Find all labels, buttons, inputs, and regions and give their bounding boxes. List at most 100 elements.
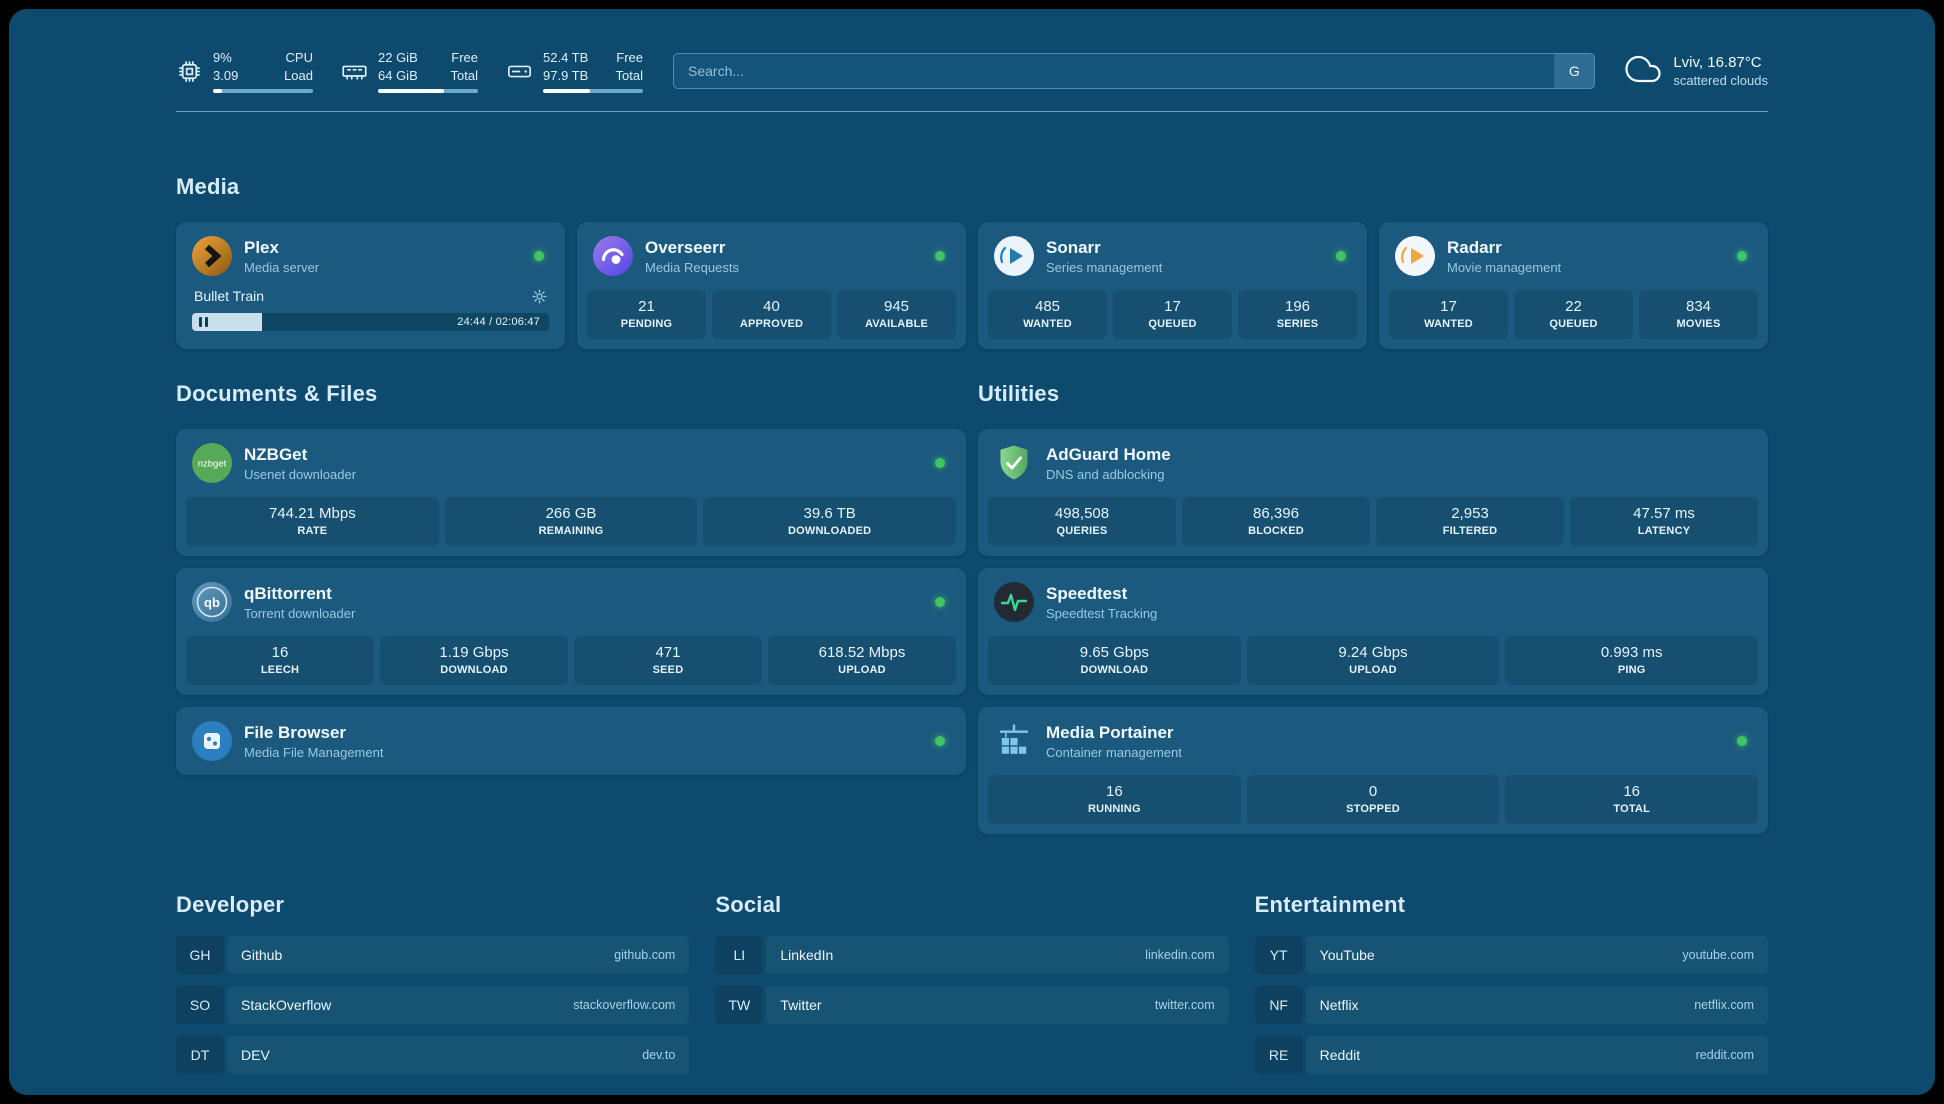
bookmark-dev[interactable]: DT DEV dev.to (176, 1036, 690, 1075)
ram-usage-bar (378, 89, 478, 94)
stat-tile: 618.52 Mbps UPLOAD (768, 636, 956, 686)
stat-label: QUEUED (1148, 318, 1197, 331)
stat-tile: 485 WANTED (988, 290, 1107, 340)
stat-value: 498,508 (1054, 505, 1110, 523)
bookmark-url: netflix.com (1694, 998, 1754, 1013)
stat-label: FILTERED (1442, 525, 1498, 538)
qbittorrent-icon-text: qb (204, 595, 220, 610)
disk-usage-bar-fill (543, 89, 590, 94)
header-divider (176, 111, 1768, 113)
stat-label: MOVIES (1676, 318, 1721, 331)
app-name: NZBGet (244, 444, 308, 464)
bookmark-linkedin[interactable]: LI LinkedIn linkedin.com (715, 936, 1229, 975)
bookmark-url: dev.to (642, 1048, 676, 1063)
radarr-card[interactable]: Radarr Movie management 17 WANTED 22 QUE… (1379, 222, 1768, 350)
media-section-title: Media (176, 174, 240, 200)
search-input[interactable] (674, 54, 1555, 89)
stat-value: 9.24 Gbps (1338, 644, 1408, 662)
utilities-section-title: Utilities (978, 381, 1060, 407)
stat-value: 266 GB (545, 505, 597, 523)
ram-usage-bar-fill (378, 89, 444, 94)
disk-monitor-widget: 52.4 TB 97.9 TB Free Total (506, 49, 643, 94)
speedtest-icon (994, 582, 1034, 623)
playback-progress-bar[interactable]: 24:44 / 02:06:47 (192, 313, 549, 332)
app-name: Media Portainer (1046, 722, 1174, 742)
search-engine-button[interactable]: G (1554, 54, 1595, 89)
playback-progress-fill (192, 313, 262, 332)
bookmark-github[interactable]: GH Github github.com (176, 936, 690, 975)
stat-label: DOWNLOAD (440, 664, 508, 677)
nzbget-card[interactable]: nzbget NZBGet Usenet downloader 744.21 M… (176, 429, 966, 557)
stat-value: 0.993 ms (1600, 644, 1663, 662)
cpu-percent-value: 9% (213, 50, 232, 65)
ram-total-value: 64 GiB (378, 68, 418, 84)
stat-value: 17 (1440, 298, 1457, 316)
cpu-monitor-widget: 9% 3.09 CPU Load (176, 49, 313, 94)
portainer-icon (994, 721, 1034, 761)
stat-value: 196 (1284, 298, 1311, 316)
filebrowser-icon (192, 721, 232, 762)
ram-total-label: Total (450, 68, 478, 84)
stat-label: DOWNLOADED (788, 525, 872, 538)
stat-tile: 2,953 FILTERED (1376, 497, 1564, 547)
stat-tile: 47.57 ms LATENCY (1570, 497, 1758, 547)
stat-tile: 0.993 ms PING (1505, 636, 1759, 686)
bookmark-abbr: GH (176, 936, 224, 975)
plex-card[interactable]: Plex Media server Bullet Train (176, 222, 565, 350)
bookmark-url: twitter.com (1154, 998, 1215, 1013)
sonarr-card[interactable]: Sonarr Series management 485 WANTED 17 Q… (978, 222, 1367, 350)
utilities-section: Utilities (978, 381, 1768, 835)
stat-label: BLOCKED (1248, 525, 1304, 538)
bookmark-name: StackOverflow (241, 997, 332, 1014)
speedtest-card[interactable]: Speedtest Speedtest Tracking 9.65 Gbps D… (978, 568, 1768, 696)
stat-value: 16 (1105, 783, 1123, 801)
bookmark-abbr: DT (176, 1036, 224, 1075)
stat-value: 21 (638, 298, 655, 316)
overseerr-card[interactable]: Overseerr Media Requests 21 PENDING 40 A… (577, 222, 966, 350)
stat-value: 9.65 Gbps (1079, 644, 1149, 662)
stat-label: LATENCY (1637, 525, 1691, 538)
pause-icon[interactable] (199, 317, 208, 328)
app-name: Radarr (1447, 237, 1502, 257)
adguard-shield-icon (994, 443, 1034, 483)
stat-value: 945 (883, 298, 910, 316)
bookmark-name: DEV (241, 1047, 270, 1064)
stat-label: SERIES (1276, 318, 1319, 331)
app-name: qBittorrent (244, 583, 332, 603)
stat-tile: 22 QUEUED (1514, 290, 1633, 340)
stat-label: REMAINING (538, 525, 604, 538)
stat-tile: 9.24 Gbps UPLOAD (1246, 636, 1500, 686)
stat-label: RATE (297, 525, 328, 538)
bookmark-stackoverflow[interactable]: SO StackOverflow stackoverflow.com (176, 986, 690, 1025)
portainer-card[interactable]: Media Portainer Container management 16 … (978, 707, 1768, 835)
stat-label: AVAILABLE (864, 318, 929, 331)
status-dot (534, 251, 544, 262)
status-dot (935, 251, 945, 262)
stat-label: QUERIES (1056, 525, 1108, 538)
bookmark-reddit[interactable]: RE Reddit reddit.com (1254, 1036, 1768, 1075)
stat-value: 47.57 ms (1633, 505, 1695, 523)
bookmark-name: Twitter (780, 997, 822, 1014)
bookmark-abbr: LI (715, 936, 764, 975)
bookmark-url: linkedin.com (1145, 948, 1215, 963)
adguard-card[interactable]: AdGuard Home DNS and adblocking 498,508 … (978, 429, 1768, 557)
qbittorrent-card[interactable]: qb qBittorrent Torrent downloader 16 LEE… (176, 568, 966, 696)
stat-tile: 1.19 Gbps DOWNLOAD (380, 636, 568, 686)
app-name: Plex (244, 237, 279, 257)
plex-icon (192, 236, 232, 277)
disk-total-value: 97.9 TB (543, 68, 589, 84)
app-subtitle: Container management (1046, 744, 1182, 760)
stat-tile: 21 PENDING (587, 290, 706, 340)
bookmark-twitter[interactable]: TW Twitter twitter.com (715, 986, 1229, 1025)
bookmark-url: github.com (614, 948, 676, 963)
app-subtitle: Media Requests (645, 259, 739, 275)
status-dot (935, 597, 945, 608)
gear-icon[interactable] (532, 289, 547, 304)
stat-label: QUEUED (1549, 318, 1598, 331)
bookmark-youtube[interactable]: YT YouTube youtube.com (1254, 936, 1768, 975)
bookmark-netflix[interactable]: NF Netflix netflix.com (1254, 986, 1768, 1025)
bookmark-abbr: TW (715, 986, 764, 1025)
weather-condition: scattered clouds (1673, 73, 1768, 89)
filebrowser-card[interactable]: File Browser Media File Management (176, 707, 966, 776)
stat-value: 744.21 Mbps (268, 505, 356, 523)
